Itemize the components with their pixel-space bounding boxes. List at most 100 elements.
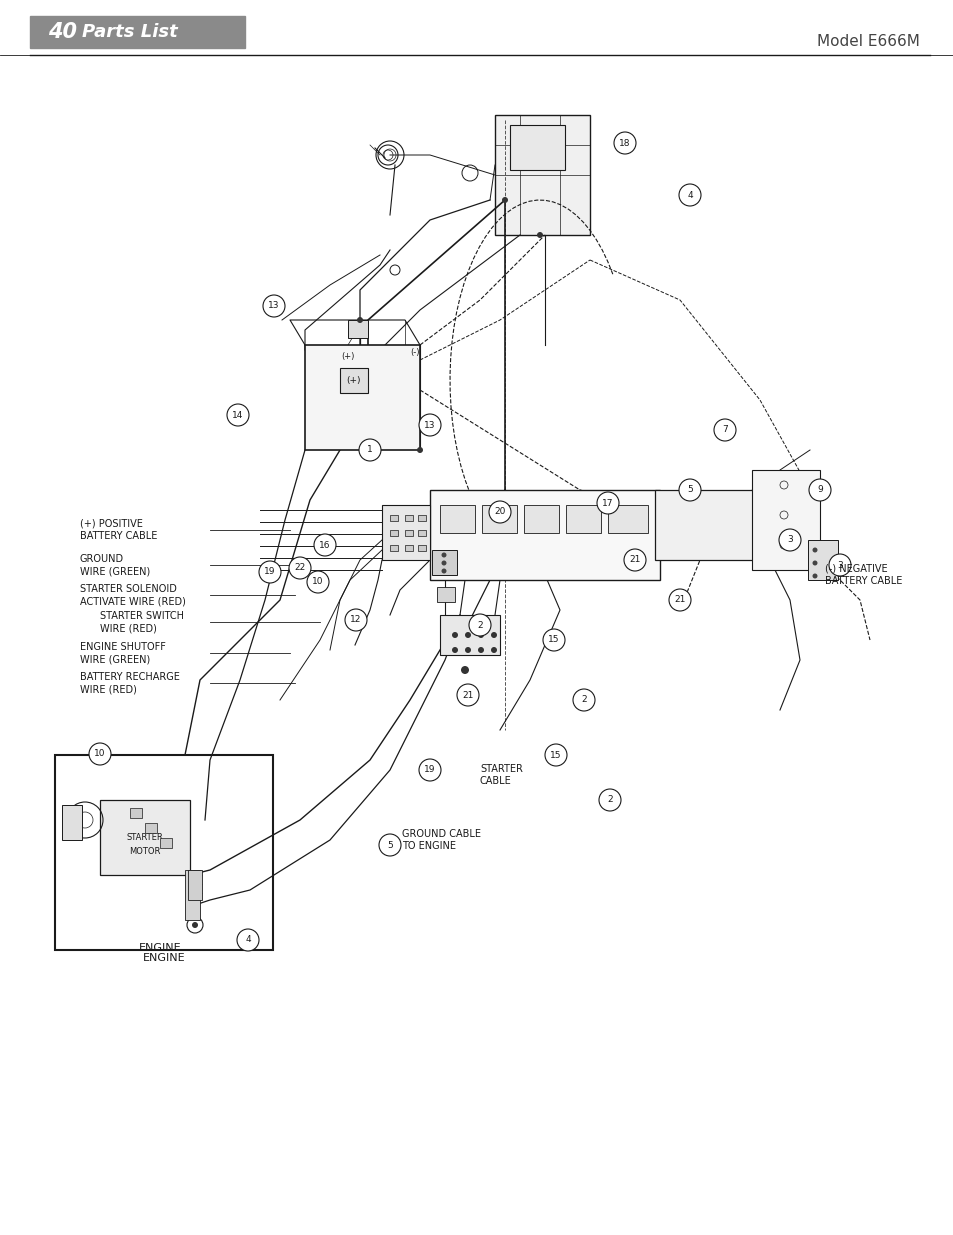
Circle shape — [314, 534, 335, 556]
Circle shape — [537, 232, 542, 238]
Text: 21: 21 — [629, 556, 640, 564]
Text: 7: 7 — [721, 426, 727, 435]
Bar — [655, 490, 760, 559]
Bar — [188, 869, 202, 900]
Bar — [751, 471, 820, 571]
Bar — [481, 505, 517, 534]
Text: (-) NEGATIVE
BATTERY CABLE: (-) NEGATIVE BATTERY CABLE — [824, 564, 902, 587]
Bar — [390, 530, 397, 536]
Text: STARTER
CABLE: STARTER CABLE — [479, 763, 522, 787]
Text: MOTOR: MOTOR — [130, 846, 160, 856]
Circle shape — [460, 666, 469, 674]
Text: 2: 2 — [476, 620, 482, 630]
Bar — [405, 530, 413, 536]
Circle shape — [668, 589, 690, 611]
Text: 13: 13 — [268, 301, 279, 310]
Circle shape — [89, 743, 111, 764]
Circle shape — [491, 632, 497, 638]
Text: 19: 19 — [424, 766, 436, 774]
Bar — [348, 320, 368, 338]
Text: BATTERY RECHARGE
WIRE (RED): BATTERY RECHARGE WIRE (RED) — [80, 672, 180, 694]
FancyBboxPatch shape — [30, 16, 245, 48]
Bar — [807, 540, 837, 580]
Bar — [185, 869, 200, 920]
Text: 19: 19 — [264, 568, 275, 577]
Text: (+): (+) — [346, 377, 361, 385]
Bar — [432, 550, 456, 576]
Text: 2: 2 — [606, 795, 612, 804]
Text: GROUND
WIRE (GREEN): GROUND WIRE (GREEN) — [80, 553, 150, 577]
Circle shape — [623, 550, 645, 571]
Circle shape — [812, 573, 817, 578]
Circle shape — [542, 629, 564, 651]
Text: 12: 12 — [350, 615, 361, 625]
Circle shape — [307, 571, 329, 593]
Bar — [100, 800, 190, 876]
Circle shape — [597, 492, 618, 514]
Circle shape — [679, 184, 700, 206]
Bar — [417, 545, 426, 551]
Bar — [495, 115, 589, 235]
Bar — [417, 530, 426, 536]
Circle shape — [452, 647, 457, 653]
Circle shape — [679, 479, 700, 501]
Bar — [160, 839, 172, 848]
Bar — [390, 545, 397, 551]
Bar — [62, 805, 82, 840]
Text: ENGINE SHUTOFF
WIRE (GREEN): ENGINE SHUTOFF WIRE (GREEN) — [80, 642, 166, 664]
Text: 9: 9 — [817, 485, 822, 494]
Bar — [339, 368, 368, 393]
Circle shape — [356, 317, 363, 324]
Circle shape — [812, 547, 817, 552]
Text: 21: 21 — [462, 690, 474, 699]
Bar — [417, 515, 426, 521]
Text: 5: 5 — [387, 841, 393, 850]
Text: 15: 15 — [550, 751, 561, 760]
Circle shape — [345, 609, 367, 631]
Circle shape — [258, 561, 281, 583]
Text: 3: 3 — [836, 561, 842, 569]
Circle shape — [544, 743, 566, 766]
Text: (+) POSITIVE
BATTERY CABLE: (+) POSITIVE BATTERY CABLE — [80, 519, 157, 541]
Text: 14: 14 — [233, 410, 243, 420]
Circle shape — [808, 479, 830, 501]
Text: STARTER SOLENOID
ACTIVATE WIRE (RED): STARTER SOLENOID ACTIVATE WIRE (RED) — [80, 584, 186, 606]
Circle shape — [469, 614, 491, 636]
Bar — [510, 125, 564, 170]
Circle shape — [441, 561, 446, 566]
Text: 18: 18 — [618, 138, 630, 147]
Circle shape — [464, 632, 471, 638]
Bar — [305, 345, 419, 450]
Text: STARTER SWITCH
WIRE (RED): STARTER SWITCH WIRE (RED) — [100, 611, 184, 634]
Circle shape — [227, 404, 249, 426]
Text: GROUND CABLE
TO ENGINE: GROUND CABLE TO ENGINE — [401, 829, 480, 851]
Bar — [405, 545, 413, 551]
Circle shape — [289, 557, 311, 579]
Bar — [55, 755, 273, 950]
Bar — [607, 505, 647, 534]
Text: 20: 20 — [494, 508, 505, 516]
Text: 15: 15 — [548, 636, 559, 645]
Bar — [381, 505, 430, 559]
Circle shape — [358, 438, 380, 461]
Text: 2: 2 — [580, 695, 586, 704]
Text: ENGINE: ENGINE — [143, 953, 185, 963]
Bar — [390, 515, 397, 521]
Circle shape — [416, 447, 422, 453]
Circle shape — [501, 198, 507, 203]
Text: 5: 5 — [686, 485, 692, 494]
Bar — [439, 615, 499, 655]
Circle shape — [456, 684, 478, 706]
Circle shape — [441, 552, 446, 557]
Circle shape — [713, 419, 735, 441]
Circle shape — [779, 529, 801, 551]
Circle shape — [418, 414, 440, 436]
Circle shape — [418, 760, 440, 781]
Text: 1: 1 — [367, 446, 373, 454]
Text: 4: 4 — [245, 935, 251, 945]
Circle shape — [477, 632, 483, 638]
Bar — [565, 505, 600, 534]
Text: Model E666M: Model E666M — [817, 35, 919, 49]
Text: (+): (+) — [341, 352, 355, 362]
Circle shape — [812, 561, 817, 566]
